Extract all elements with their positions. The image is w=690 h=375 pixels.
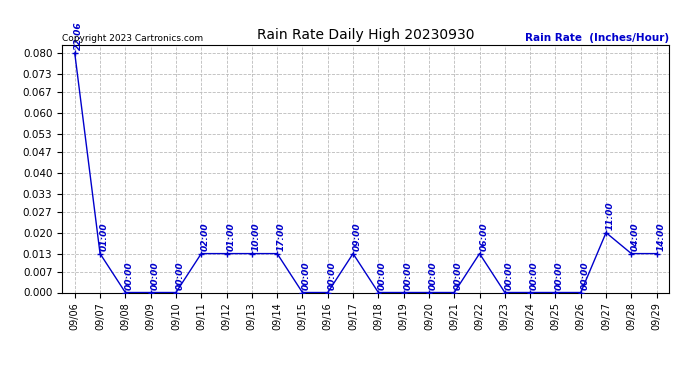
Text: 06:00: 06:00 bbox=[480, 222, 489, 251]
Text: 00:00: 00:00 bbox=[504, 261, 513, 290]
Text: 01:00: 01:00 bbox=[226, 222, 235, 251]
Text: 00:00: 00:00 bbox=[150, 261, 159, 290]
Text: 14:00: 14:00 bbox=[656, 222, 665, 251]
Text: 00:00: 00:00 bbox=[454, 261, 463, 290]
Text: 00:00: 00:00 bbox=[530, 261, 539, 290]
Text: Rain Rate  (Inches/Hour): Rain Rate (Inches/Hour) bbox=[525, 33, 669, 42]
Text: 09:00: 09:00 bbox=[353, 222, 362, 251]
Text: 00:00: 00:00 bbox=[580, 261, 589, 290]
Text: 00:00: 00:00 bbox=[125, 261, 134, 290]
Text: Copyright 2023 Cartronics.com: Copyright 2023 Cartronics.com bbox=[62, 33, 204, 42]
Text: 01:00: 01:00 bbox=[100, 222, 109, 251]
Text: 00:00: 00:00 bbox=[404, 261, 413, 290]
Text: 02:00: 02:00 bbox=[201, 222, 210, 251]
Text: 00:00: 00:00 bbox=[328, 261, 337, 290]
Title: Rain Rate Daily High 20230930: Rain Rate Daily High 20230930 bbox=[257, 28, 475, 42]
Text: 11:00: 11:00 bbox=[606, 201, 615, 230]
Text: 17:00: 17:00 bbox=[277, 222, 286, 251]
Text: 00:00: 00:00 bbox=[176, 261, 185, 290]
Text: 00:00: 00:00 bbox=[428, 261, 437, 290]
Text: 00:00: 00:00 bbox=[302, 261, 311, 290]
Text: 10:00: 10:00 bbox=[252, 222, 261, 251]
Text: 00:00: 00:00 bbox=[555, 261, 564, 290]
Text: 00:00: 00:00 bbox=[378, 261, 387, 290]
Text: 04:00: 04:00 bbox=[631, 222, 640, 251]
Text: 22:06: 22:06 bbox=[75, 22, 83, 50]
